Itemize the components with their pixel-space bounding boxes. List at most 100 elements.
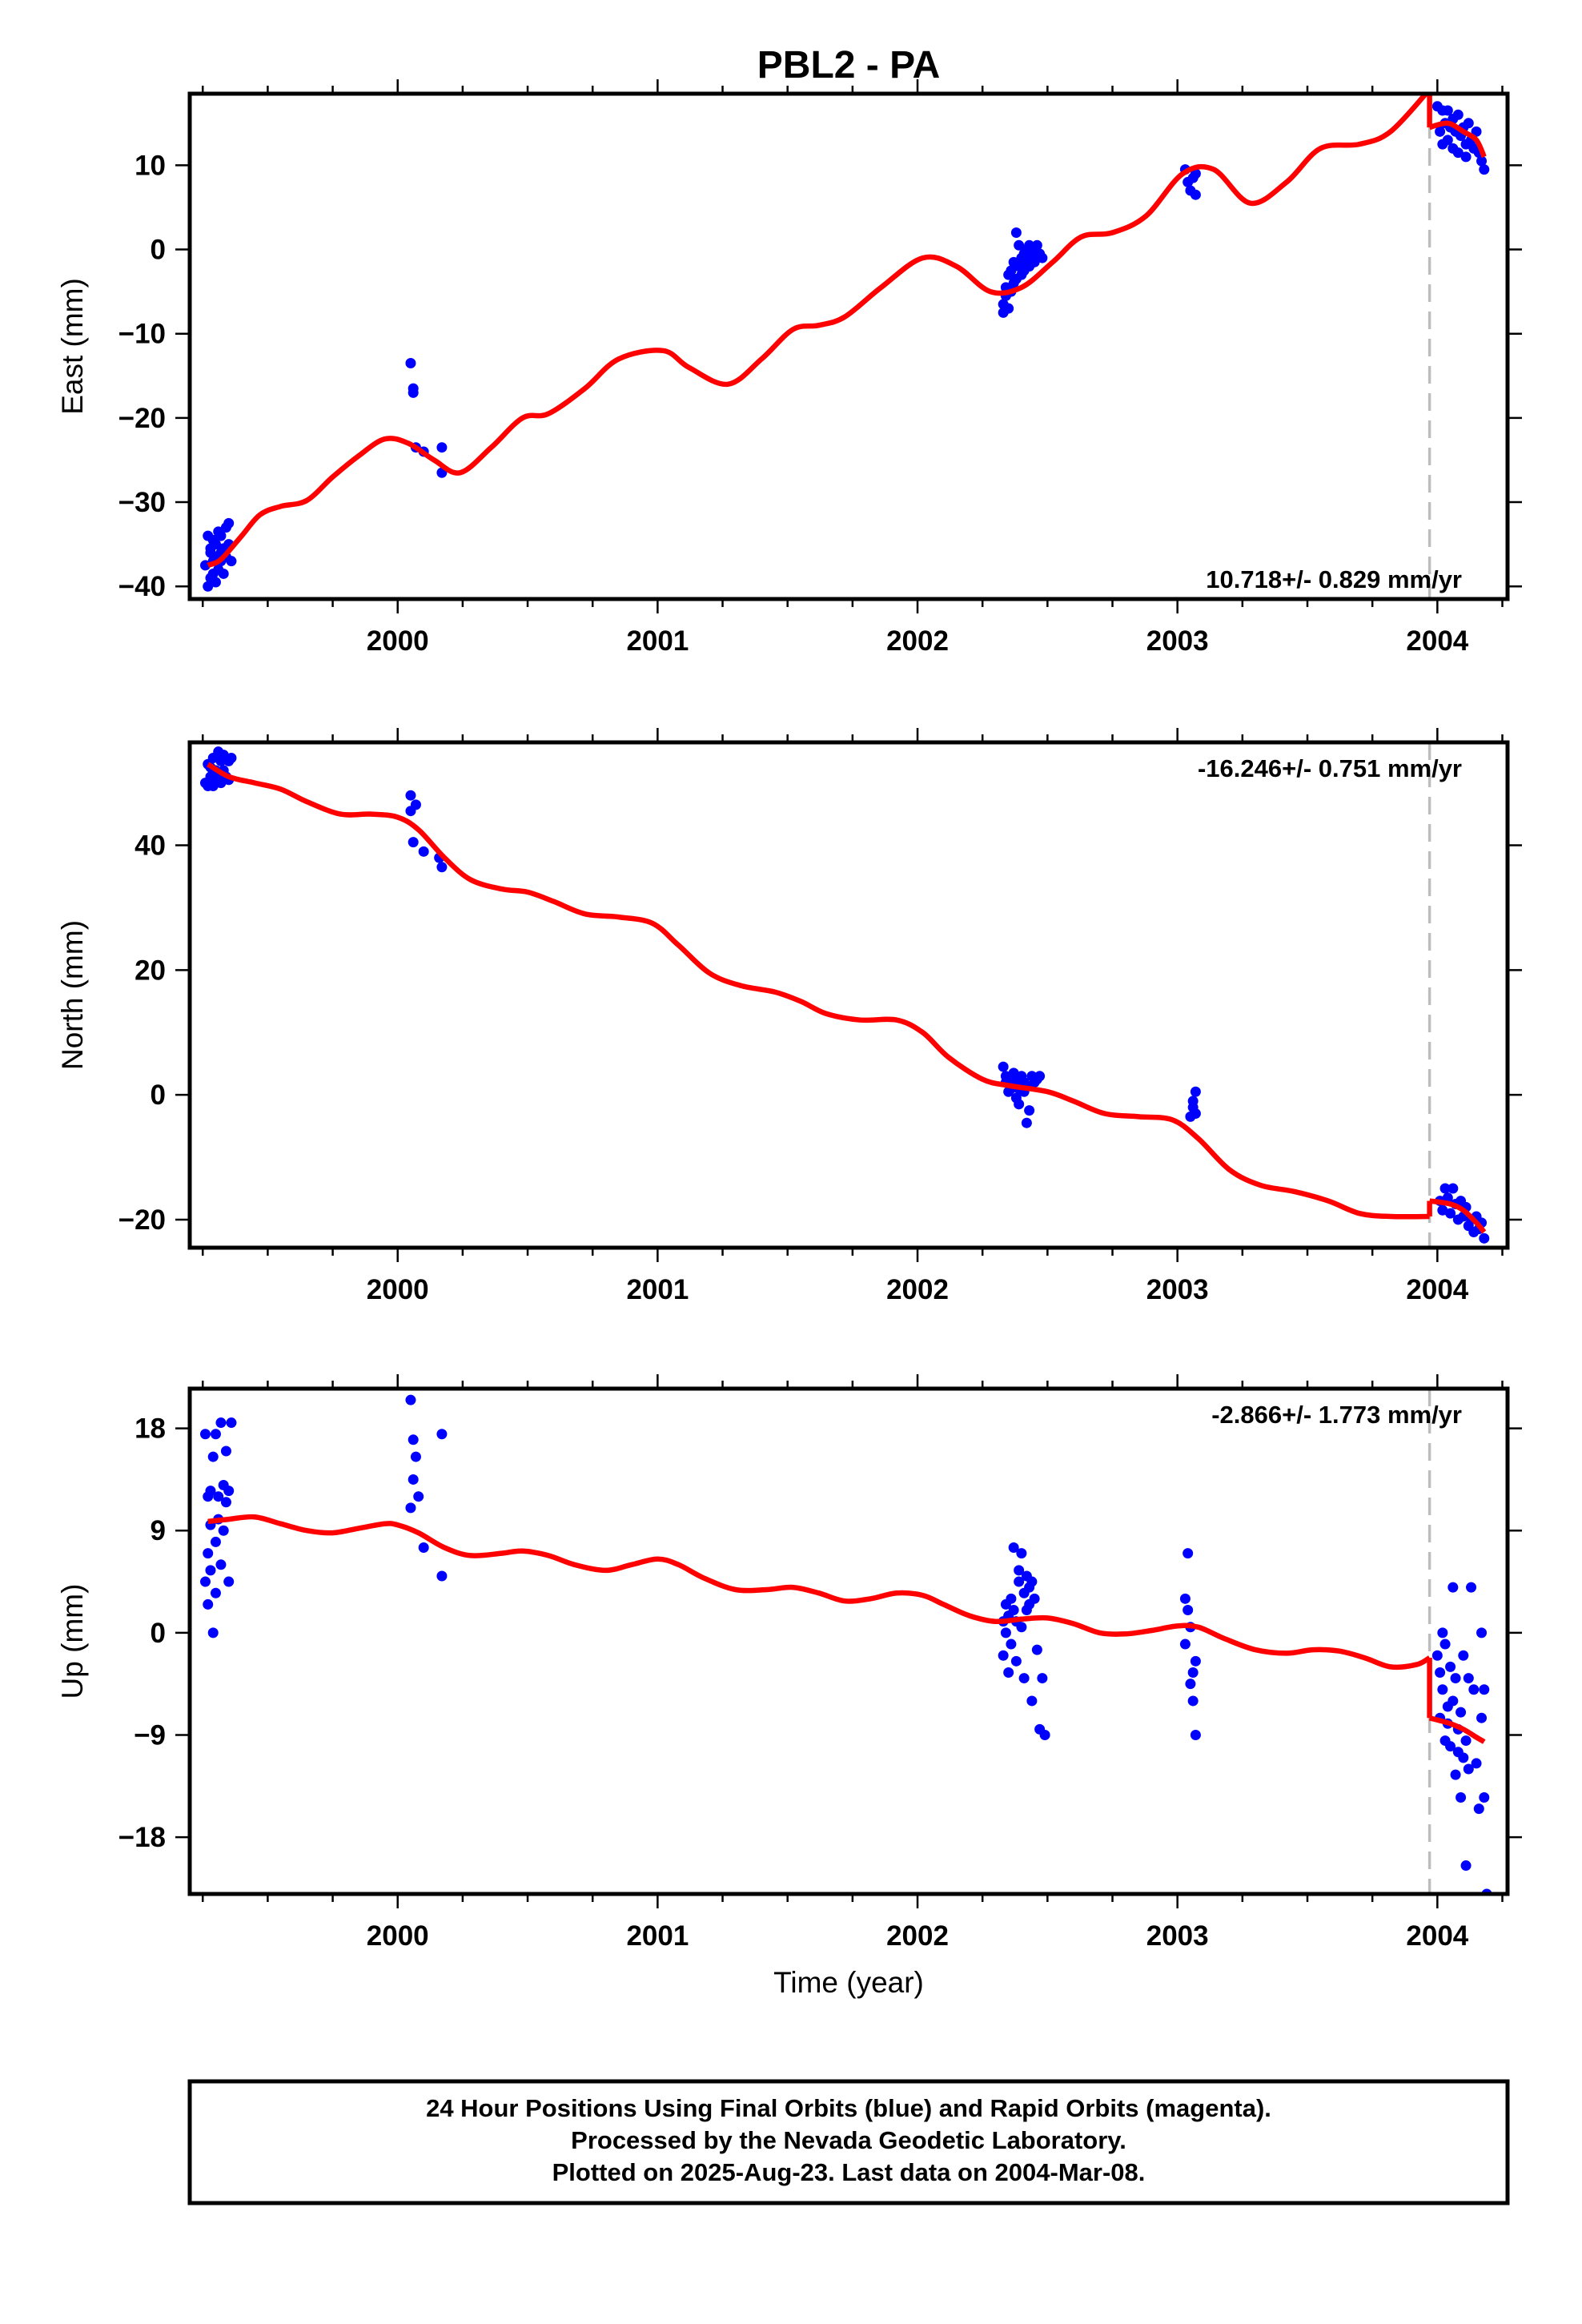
footer-line-2: Processed by the Nevada Geodetic Laborat…	[571, 2126, 1126, 2154]
data-point	[998, 1061, 1009, 1072]
y-tick-label: 18	[135, 1413, 166, 1445]
plot-frame	[187, 91, 1510, 601]
data-point	[1450, 1673, 1461, 1684]
data-point	[1190, 1655, 1201, 1667]
data-point	[1479, 1684, 1490, 1695]
data-point	[418, 1542, 429, 1554]
y-axis-label-east: East (mm)	[56, 278, 89, 415]
data-point	[1445, 1208, 1456, 1219]
data-point	[1479, 164, 1490, 175]
data-point	[1479, 1791, 1490, 1803]
data-point	[1437, 1204, 1448, 1216]
data-point	[1466, 1582, 1477, 1593]
data-point	[1187, 1667, 1199, 1678]
data-point	[1456, 1791, 1467, 1803]
x-tick-label-2004: 2004	[1406, 1274, 1468, 1305]
y-axis-label-up: Up (mm)	[56, 1584, 89, 1699]
data-point	[1445, 1661, 1456, 1672]
data-point	[199, 1576, 211, 1587]
y-tick-label: −40	[118, 571, 166, 602]
data-point	[1190, 1729, 1201, 1740]
data-point	[405, 358, 416, 369]
data-point	[1458, 1752, 1469, 1763]
x-tick-label-2003: 2003	[1146, 625, 1209, 657]
data-point	[436, 442, 448, 453]
data-point	[1439, 1183, 1451, 1194]
data-point	[1431, 1650, 1443, 1661]
data-point	[1006, 1638, 1017, 1650]
data-point	[1435, 126, 1446, 137]
plot-frame	[187, 1386, 1510, 1896]
footer-line-3: Plotted on 2025-Aug-23. Last data on 200…	[552, 2158, 1146, 2186]
data-point	[408, 1434, 419, 1445]
y-tick-label: 0	[151, 1080, 166, 1111]
data-point	[1018, 1673, 1030, 1684]
x-tick-label-2003: 2003	[1146, 1920, 1209, 1952]
data-point	[203, 1598, 214, 1610]
data-point	[410, 799, 421, 810]
y-tick-label: −10	[118, 319, 166, 350]
data-point	[210, 577, 221, 588]
panels-layer: 2000 2001 2002 2003 2004100−10−20−30−40East …	[56, 79, 1522, 1999]
data-point	[1447, 1582, 1459, 1593]
model-curve	[207, 94, 1430, 568]
data-point	[199, 1429, 211, 1440]
data-point	[410, 1451, 421, 1462]
data-point	[1008, 1542, 1019, 1554]
data-point	[1003, 303, 1014, 314]
y-tick-label: −30	[118, 487, 166, 518]
data-point	[220, 1497, 231, 1508]
y-tick-label: −20	[118, 1204, 166, 1236]
data-point	[226, 556, 237, 567]
data-point	[1008, 1068, 1019, 1079]
x-tick-label-2003: 2003	[1146, 1274, 1209, 1305]
rate-label-north: -16.246+/- 0.751 mm/yr	[1198, 754, 1462, 782]
model-curve-post	[1429, 1198, 1487, 1234]
data-point	[1021, 1117, 1032, 1128]
data-point	[1450, 1769, 1461, 1780]
data-point	[1016, 1622, 1027, 1633]
chart-title: PBL2 - PA	[757, 44, 940, 86]
data-point	[1471, 126, 1482, 137]
data-point	[1447, 1695, 1459, 1707]
footer-box: 24 Hour Positions Using Final Orbits (bl…	[187, 2079, 1510, 2205]
data-point	[998, 1650, 1009, 1661]
data-point	[1182, 1548, 1194, 1559]
plot-data-north	[199, 742, 1490, 1248]
x-tick-label-2004: 2004	[1406, 625, 1468, 657]
data-point	[1479, 1232, 1490, 1244]
data-point	[1179, 1638, 1191, 1650]
data-point	[1439, 1638, 1451, 1650]
data-point	[1026, 1576, 1038, 1587]
data-point	[215, 1417, 227, 1429]
data-point	[223, 517, 235, 529]
plot-frame	[187, 740, 1510, 1250]
data-point	[1006, 265, 1017, 276]
plot-data-up	[199, 1389, 1492, 1894]
data-point	[436, 1429, 448, 1440]
data-point	[1000, 1627, 1011, 1638]
data-point	[203, 1548, 214, 1559]
data-point	[1452, 147, 1464, 159]
x-tick-label-2001: 2001	[626, 1920, 689, 1952]
data-point	[1476, 155, 1488, 167]
data-point	[226, 752, 237, 763]
model-curve	[206, 762, 1430, 1220]
data-point	[1463, 118, 1474, 129]
data-point	[1190, 1086, 1201, 1097]
model-curve	[207, 1514, 1431, 1671]
data-point	[1458, 1650, 1469, 1661]
data-point	[418, 846, 429, 857]
data-point	[1463, 1763, 1474, 1775]
data-point	[1008, 1605, 1019, 1616]
data-point	[1460, 1860, 1472, 1872]
data-point	[205, 1486, 216, 1497]
data-point	[213, 1491, 224, 1502]
panel-north: 2000 2001 2002 2003 2004 40 20 0 −20 North (mm) -1…	[56, 728, 1522, 1305]
data-point	[408, 387, 419, 398]
data-point	[408, 837, 419, 848]
data-point	[408, 1474, 419, 1485]
data-point	[413, 1491, 424, 1502]
x-tick-label-2001: 2001	[626, 1274, 689, 1305]
data-point	[1031, 239, 1042, 251]
